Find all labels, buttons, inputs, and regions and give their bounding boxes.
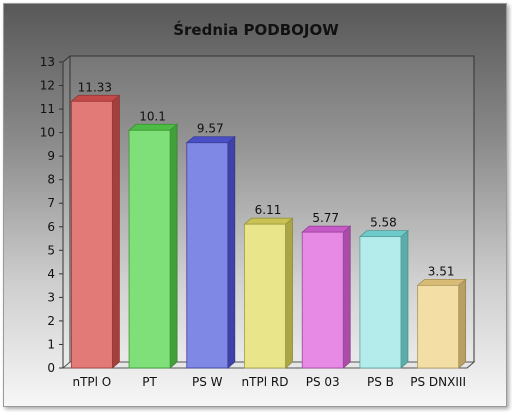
bar-top xyxy=(416,278,467,286)
data-label: 10.1 xyxy=(139,109,166,123)
bar-top xyxy=(301,225,352,233)
x-tick-label: nTPl RD xyxy=(242,375,289,389)
bar-top xyxy=(185,136,236,144)
y-tick-label: 11 xyxy=(40,102,55,116)
x-tick-label: PT xyxy=(142,375,157,389)
bar-side xyxy=(285,217,293,369)
y-tick-label: 0 xyxy=(47,361,55,375)
x-tick-label: PS W xyxy=(192,375,223,389)
bar-top xyxy=(243,217,294,225)
data-label: 9.57 xyxy=(197,122,224,136)
chart-title: Średnia PODBOJOW xyxy=(173,20,339,39)
x-tick-label: PS 03 xyxy=(306,375,340,389)
bar xyxy=(301,231,344,369)
bar xyxy=(244,223,286,369)
data-label: 3.51 xyxy=(428,264,455,278)
bar-side xyxy=(400,229,409,369)
bar-side xyxy=(111,94,120,369)
bar-top xyxy=(127,123,179,131)
data-label: 11.33 xyxy=(78,80,112,94)
x-tick-label: PS DNXIII xyxy=(410,375,466,389)
bar xyxy=(70,100,113,369)
x-tick-label: PS B xyxy=(367,375,394,389)
data-label: 6.11 xyxy=(255,203,282,217)
x-axis: nTPl O PT PS W nTPl RD PS 03 PS B PS DNXIII xyxy=(72,375,466,389)
y-tick-label: 6 xyxy=(47,220,55,234)
bar-top xyxy=(358,230,410,238)
bar xyxy=(417,284,460,369)
bar xyxy=(128,129,171,369)
bars: 11.33 10.1 9.57 6.11 5.77 5.58 3.51 xyxy=(70,80,467,369)
y-tick-label: 4 xyxy=(47,267,55,281)
bar xyxy=(359,236,402,369)
bar-side xyxy=(342,225,351,369)
y-tick-label: 13 xyxy=(40,55,55,69)
bar-side xyxy=(169,123,178,369)
y-tick-label: 12 xyxy=(40,79,55,93)
data-label: 5.58 xyxy=(370,216,397,230)
y-tick-label: 9 xyxy=(47,149,55,163)
bar-top xyxy=(70,94,121,102)
y-tick-label: 5 xyxy=(47,243,55,257)
y-tick-label: 10 xyxy=(40,126,55,140)
y-tick-label: 3 xyxy=(47,290,55,304)
y-tick-label: 1 xyxy=(47,337,55,351)
y-tick-label: 7 xyxy=(47,196,55,210)
bar-side xyxy=(458,278,467,369)
bar-side xyxy=(227,135,236,369)
bar xyxy=(186,142,229,369)
y-tick-label: 2 xyxy=(47,314,55,328)
y-tick-label: 8 xyxy=(47,173,55,187)
x-tick-label: nTPl O xyxy=(72,375,111,389)
chart-frame: Średnia PODBOJOW 0 1 2 3 4 5 6 7 8 9 10 11 12 13 11.3… xyxy=(3,3,507,407)
data-label: 5.77 xyxy=(312,211,339,225)
